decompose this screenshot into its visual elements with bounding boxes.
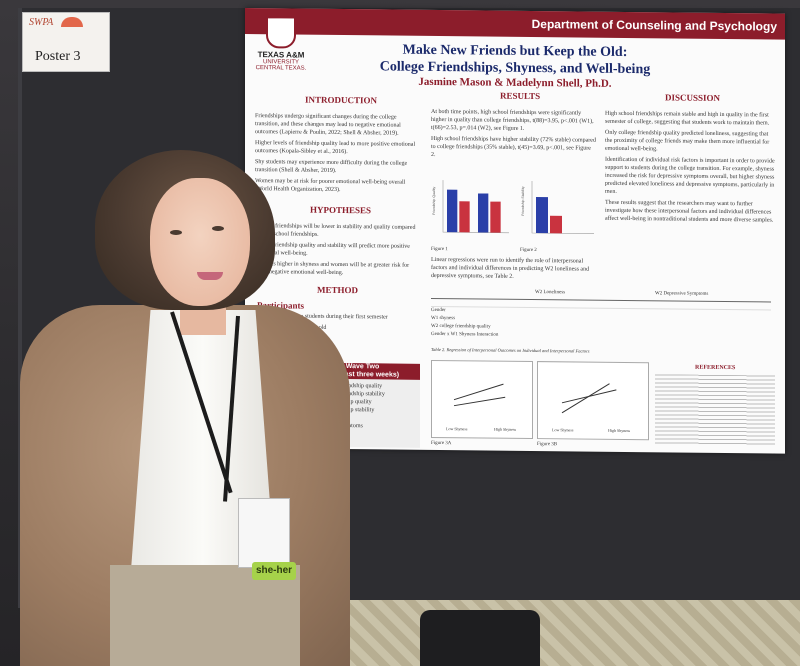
research-poster: Department of Counseling and Psychology … [245, 8, 785, 454]
background-person-legs [420, 610, 540, 666]
pronoun-sticker: she-her [252, 562, 296, 580]
carpet-floor [300, 600, 800, 666]
right-eye [212, 226, 224, 231]
chart-ylabel: Friendship Stability [521, 186, 525, 216]
chart-axis [531, 181, 594, 234]
chart-ylabel: Friendship Quality [432, 187, 436, 215]
swpa-logo: SWPA [29, 17, 54, 28]
chart-bar [490, 201, 501, 233]
trousers [110, 565, 300, 666]
smile [197, 272, 223, 280]
chart-bar [550, 215, 562, 234]
face [150, 178, 250, 306]
poster-number-tag: SWPA Poster 3 [22, 12, 110, 72]
figure-1-bar-chart: Friendship Quality [432, 180, 509, 234]
figure-2-bar-chart: Friendship Stability [521, 181, 594, 234]
chart-bar [478, 193, 489, 233]
left-eye [170, 230, 182, 235]
chart-bar [536, 197, 548, 234]
chart-bar [459, 201, 470, 233]
name-badge [238, 498, 290, 568]
sun-logo-icon [61, 17, 83, 27]
chart-bar [447, 189, 458, 233]
poster-number-label: Poster 3 [35, 49, 81, 64]
